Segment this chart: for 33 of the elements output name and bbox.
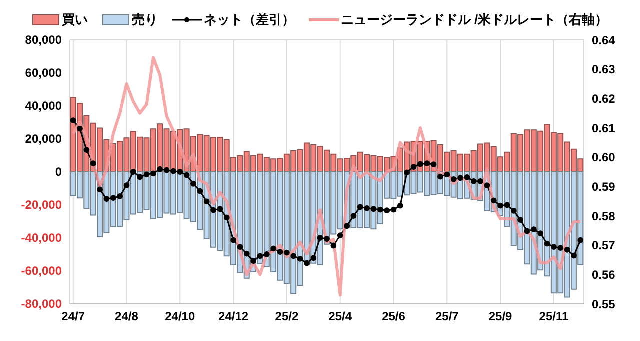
y-tick-label: -40,000 [21,231,62,245]
y-tick-label: 20,000 [25,132,62,146]
legend-label: 買い [62,11,88,29]
y-tick-label: 0 [55,165,62,179]
y-tick-label: 40,000 [25,99,62,113]
x-tick-label: 25/7 [435,310,460,324]
y-tick-label: -60,000 [21,264,62,278]
y2-tick-label: 0.63 [592,62,616,77]
legend-label: ニュージーランドドル /米ドルレート（右軸） [340,11,608,29]
x-tick-label: 24/8 [115,310,139,324]
y-tick-label: 80,000 [25,33,62,47]
x-tick-label: 25/11 [539,310,569,324]
y2-tick-label: 0.62 [592,92,616,106]
x-tick-label: 25/2 [275,310,299,324]
x-tick-label: 24/12 [218,310,249,324]
y2-tick-label: 0.57 [592,238,616,253]
y-tick-label: -80,000 [21,297,62,311]
x-tick-label: 25/6 [382,310,406,324]
x-tick-label: 24/7 [62,310,86,324]
x-tick-label: 25/4 [328,310,352,324]
x-tick-label: 24/10 [165,310,196,324]
legend-label: 売り [132,11,158,29]
y2-tick-label: 0.58 [592,209,616,224]
y2-tick-label: 0.56 [592,268,616,282]
y2-tick-label: 0.60 [592,150,616,165]
legend-label: ネット（差引） [204,11,295,29]
y-tick-label: -20,000 [21,198,62,212]
y2-tick-label: 0.64 [592,33,616,48]
y2-tick-label: 0.59 [592,180,616,194]
y-tick-label: 60,000 [25,66,62,80]
y2-tick-label: 0.61 [592,121,616,136]
x-tick-label: 25/9 [488,310,513,324]
y2-tick-label: 0.55 [592,297,616,312]
